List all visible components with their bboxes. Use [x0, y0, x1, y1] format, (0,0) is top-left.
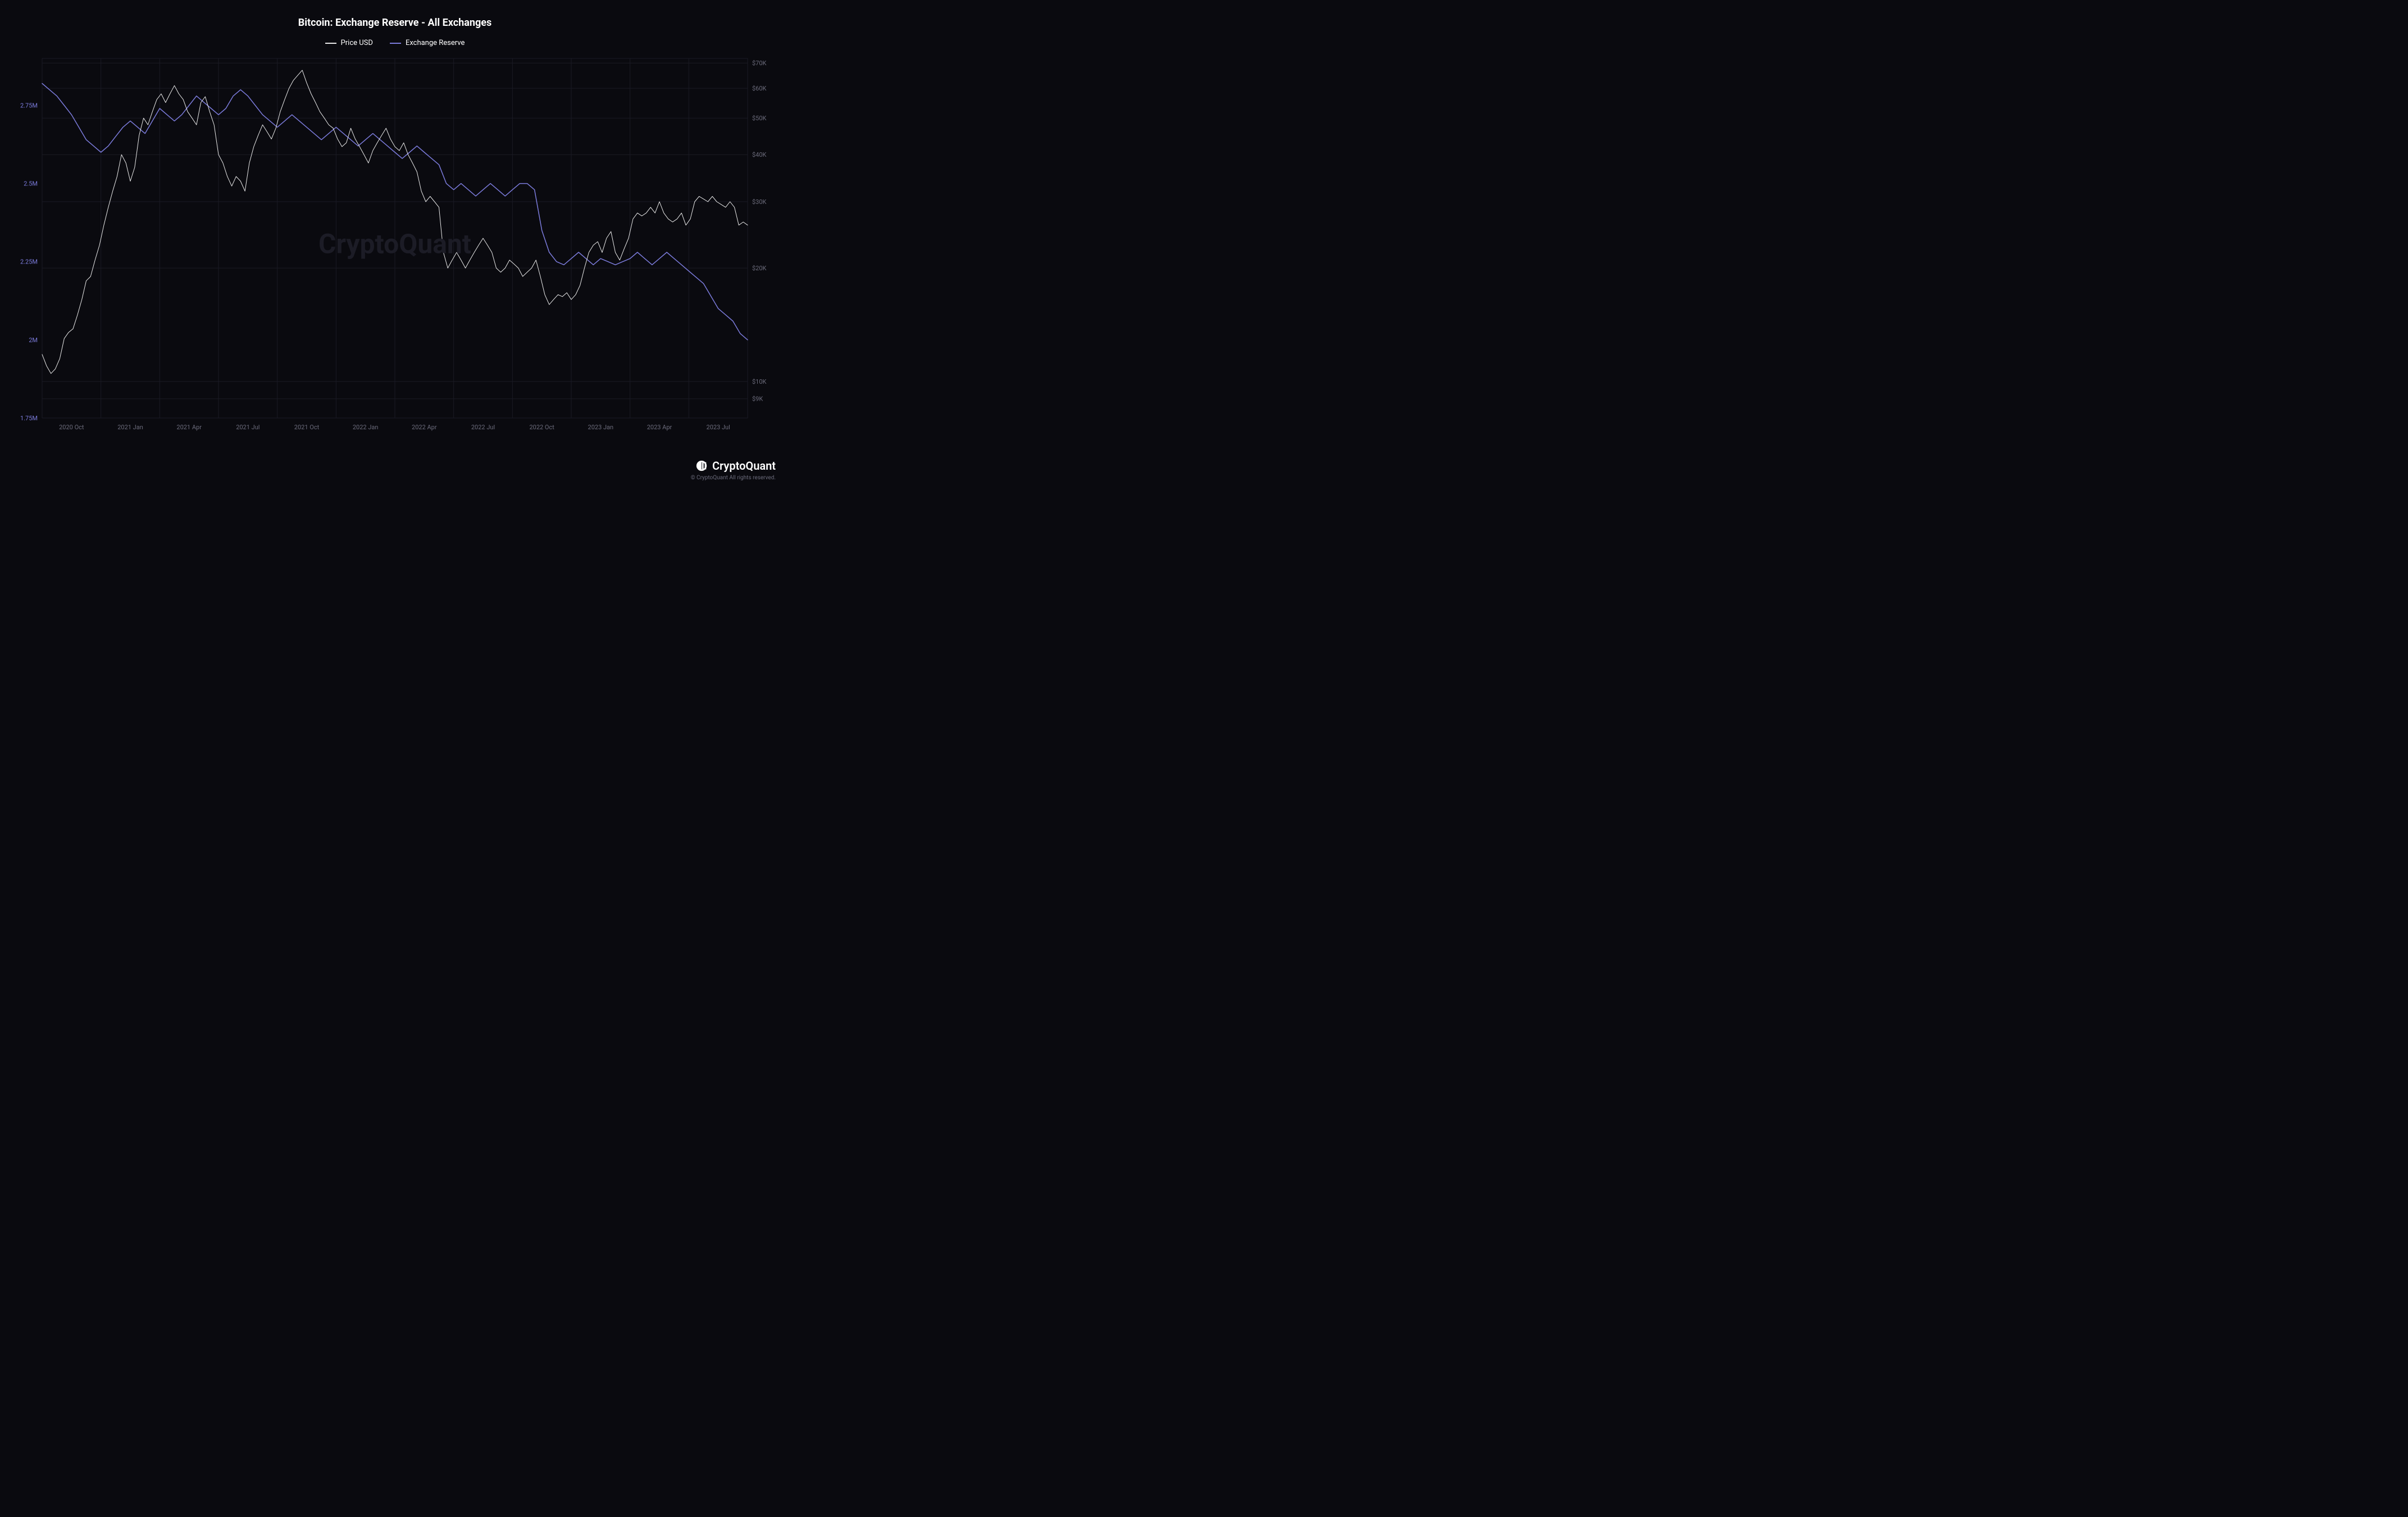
svg-text:2021 Apr: 2021 Apr	[176, 424, 202, 431]
svg-text:2021 Oct: 2021 Oct	[294, 424, 320, 431]
svg-text:$60K: $60K	[752, 85, 767, 92]
svg-text:2021 Jan: 2021 Jan	[117, 424, 143, 431]
svg-text:$10K: $10K	[752, 378, 767, 385]
svg-text:2020 Oct: 2020 Oct	[59, 424, 84, 431]
svg-text:2M: 2M	[29, 337, 38, 344]
legend-item-price: Price USD	[325, 39, 373, 47]
svg-text:2022 Apr: 2022 Apr	[412, 424, 437, 431]
svg-text:$50K: $50K	[752, 115, 767, 122]
svg-text:$20K: $20K	[752, 265, 767, 272]
brand-row: CryptoQuant	[695, 459, 776, 473]
svg-text:2.5M: 2.5M	[24, 180, 38, 188]
legend-swatch-reserve	[390, 43, 401, 44]
svg-text:$40K: $40K	[752, 151, 767, 158]
svg-text:$9K: $9K	[752, 396, 763, 403]
chart-container: Bitcoin: Exchange Reserve - All Exchange…	[14, 17, 776, 475]
svg-text:2.25M: 2.25M	[20, 258, 38, 266]
svg-text:2023 Jul: 2023 Jul	[707, 424, 730, 431]
brand-logo-icon	[695, 460, 708, 472]
svg-text:2022 Jul: 2022 Jul	[471, 424, 495, 431]
legend-label-reserve: Exchange Reserve	[406, 39, 465, 47]
chart-title: Bitcoin: Exchange Reserve - All Exchange…	[14, 17, 776, 29]
chart-svg: 2020 Oct 2021 Jan 2021 Apr 2021 Jul 2021 Oct…	[14, 53, 776, 435]
svg-text:2023 Apr: 2023 Apr	[647, 424, 672, 431]
svg-text:2021 Jul: 2021 Jul	[236, 424, 260, 431]
legend-item-reserve: Exchange Reserve	[390, 39, 465, 47]
chart-legend: Price USD Exchange Reserve	[14, 39, 776, 47]
brand-copyright: © CryptoQuant All rights reserved.	[691, 475, 776, 481]
svg-text:2022 Oct: 2022 Oct	[529, 424, 554, 431]
plot-area: CryptoQuant 2020 Oct2021 Jan2021 Apr2021…	[14, 53, 776, 435]
svg-text:1.75M: 1.75M	[20, 415, 38, 422]
svg-text:$70K: $70K	[752, 60, 767, 67]
legend-swatch-price	[325, 43, 336, 44]
svg-text:$30K: $30K	[752, 198, 767, 206]
brand-name: CryptoQuant	[712, 459, 776, 473]
brand-block: CryptoQuant © CryptoQuant All rights res…	[691, 459, 776, 481]
svg-text:2022 Jan: 2022 Jan	[353, 424, 379, 431]
svg-text:2.75M: 2.75M	[20, 102, 38, 109]
legend-label-price: Price USD	[341, 39, 373, 47]
svg-text:2023 Jan: 2023 Jan	[588, 424, 614, 431]
